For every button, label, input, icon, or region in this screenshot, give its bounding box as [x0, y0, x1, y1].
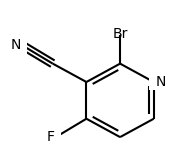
- FancyBboxPatch shape: [149, 74, 162, 90]
- Text: N: N: [10, 38, 21, 52]
- FancyBboxPatch shape: [110, 19, 130, 35]
- Text: N: N: [155, 75, 166, 89]
- Text: F: F: [46, 130, 54, 144]
- FancyBboxPatch shape: [14, 37, 27, 54]
- Text: Br: Br: [112, 27, 128, 41]
- FancyBboxPatch shape: [48, 129, 61, 145]
